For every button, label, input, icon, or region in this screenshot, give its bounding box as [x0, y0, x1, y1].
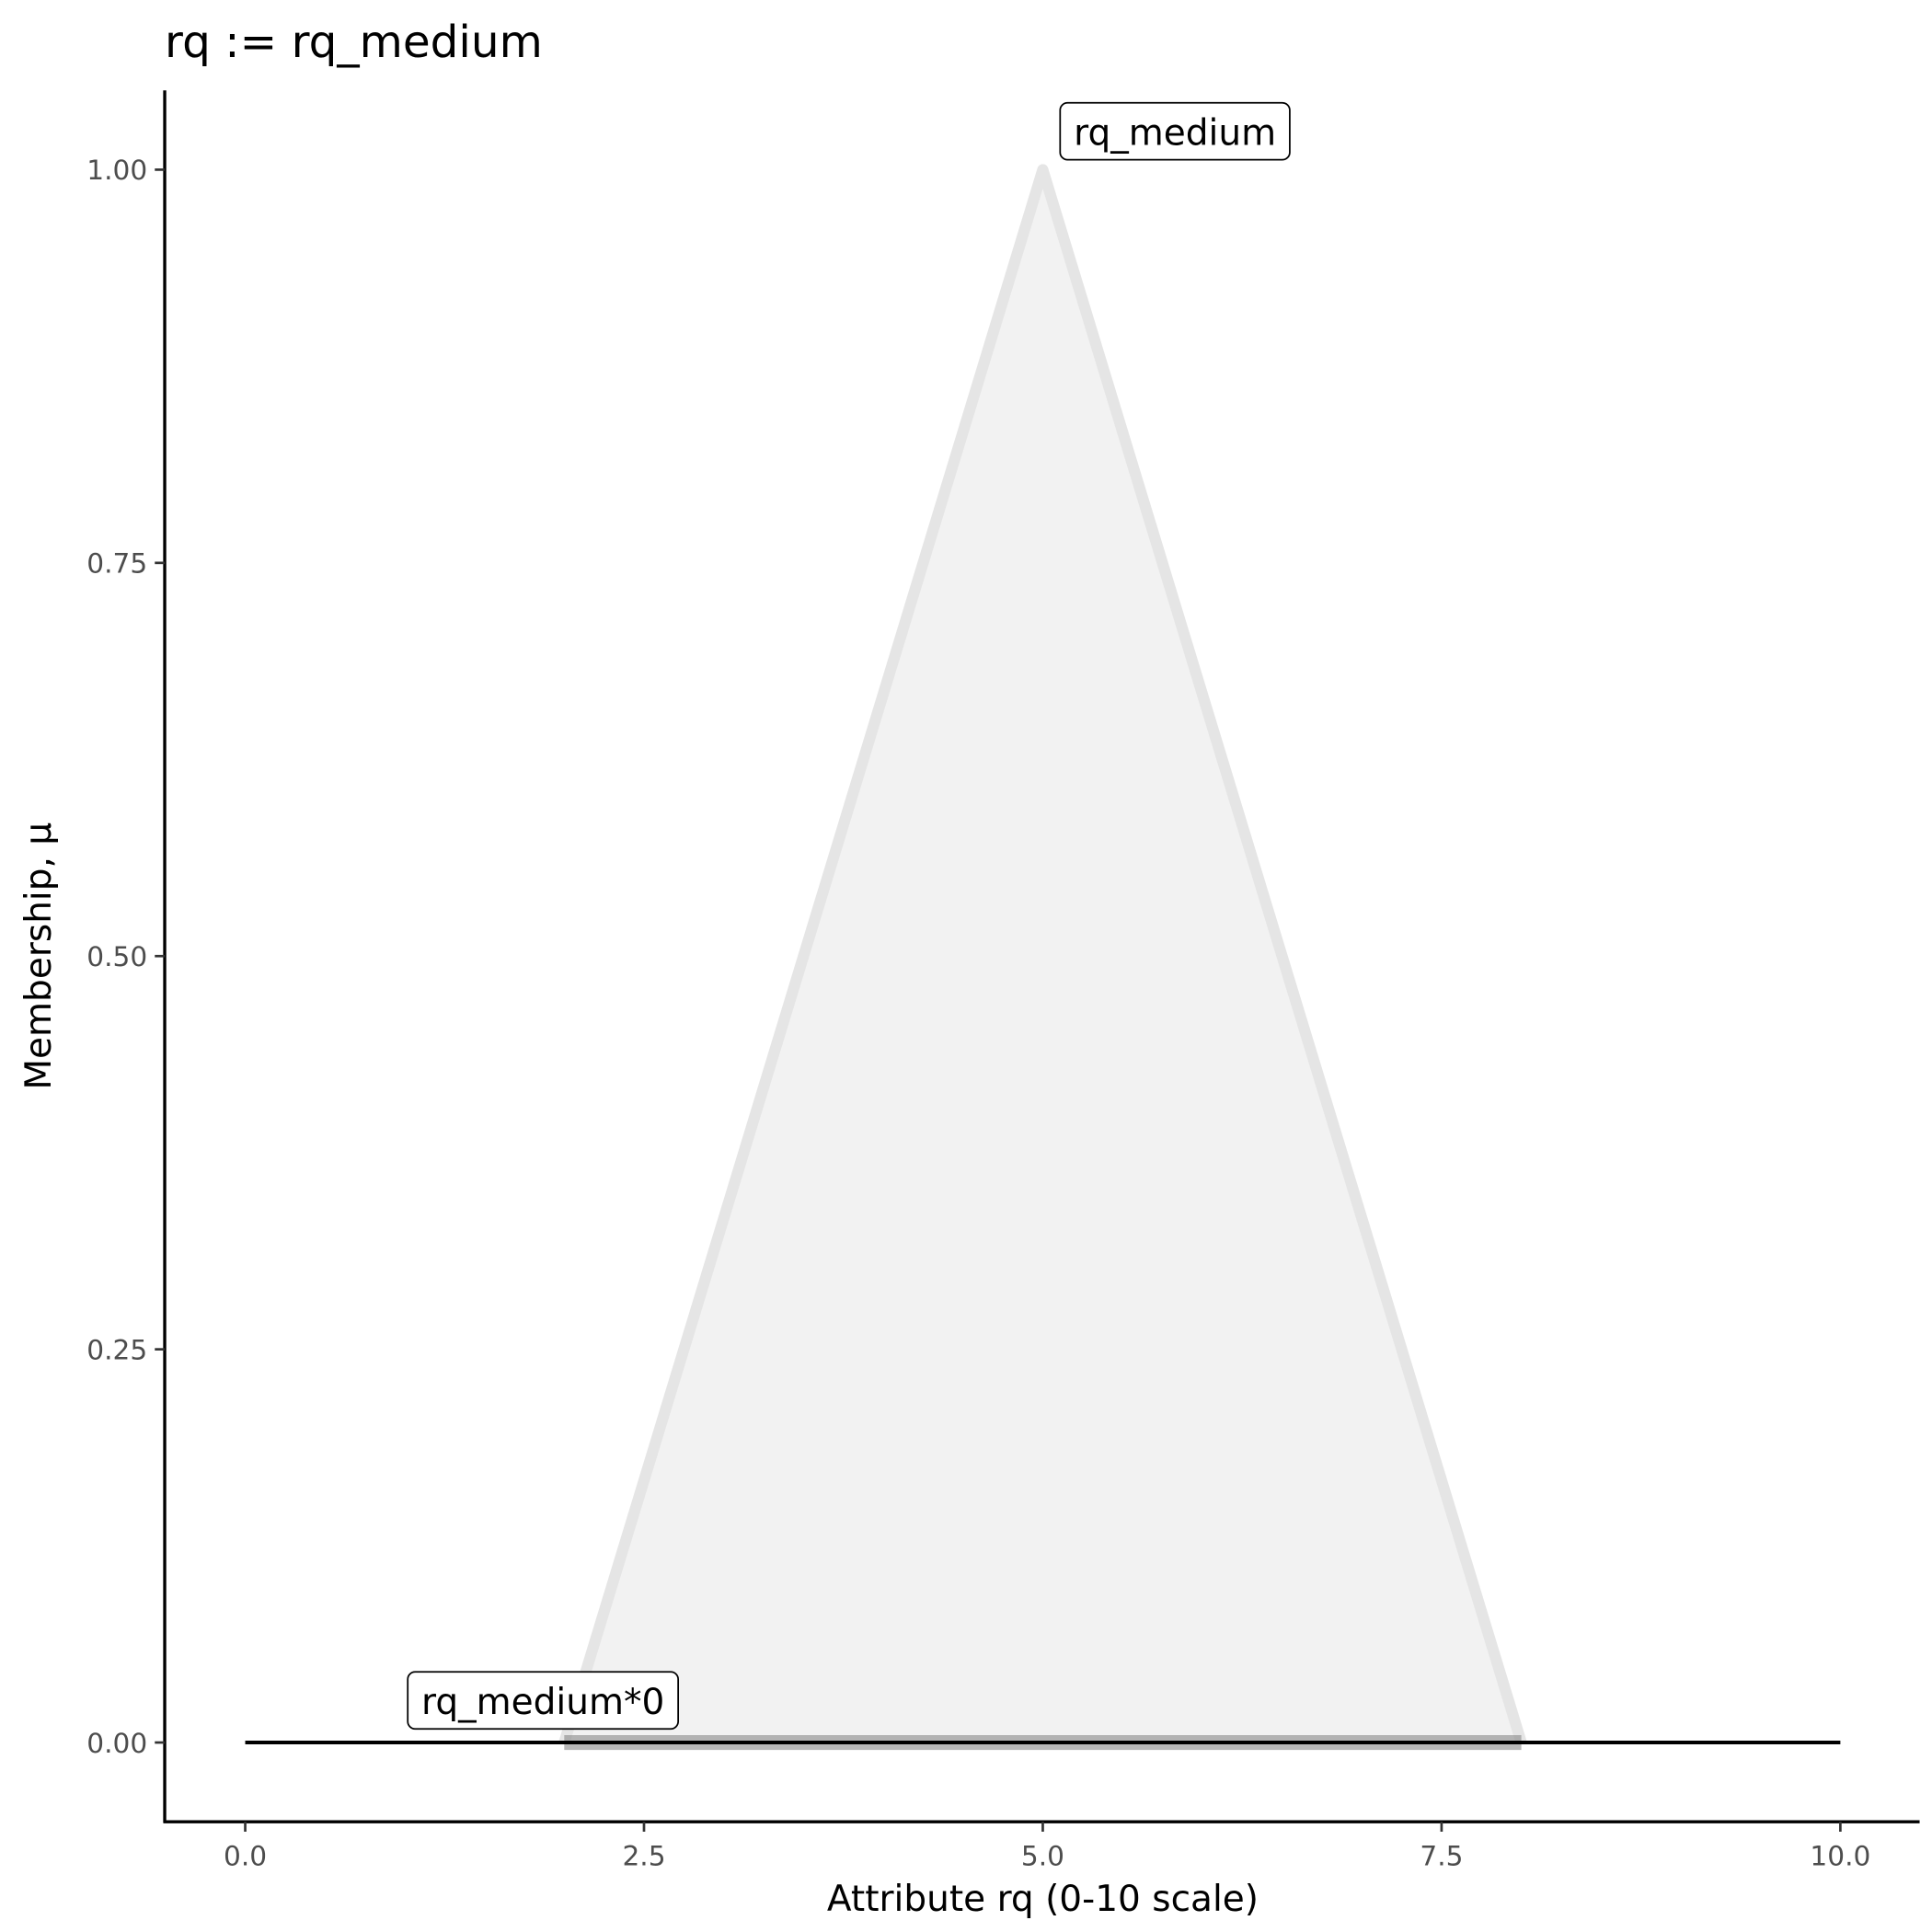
y-tick-label: 1.00 [86, 155, 147, 186]
series-label-rq_medium: rq_medium [1059, 101, 1291, 161]
y-axis-title: Membership, μ [18, 822, 60, 1090]
series-label-rq_medium*0: rq_medium*0 [407, 1671, 680, 1731]
x-tick-label: 0.0 [224, 1840, 267, 1871]
label-box [1059, 101, 1291, 161]
series-line-rq_medium [558, 164, 1527, 1744]
y-tick-label: 0.25 [86, 1334, 147, 1365]
chart-title: rq := rq_medium [165, 17, 543, 68]
y-tick-label: 0.00 [86, 1728, 147, 1759]
y-tick-label: 0.75 [86, 548, 147, 580]
x-tick-label: 7.5 [1420, 1840, 1463, 1871]
y-tick-label: 0.50 [86, 941, 147, 972]
x-tick-label: 10.0 [1810, 1840, 1870, 1871]
x-tick-label: 5.0 [1021, 1840, 1064, 1871]
label-box [407, 1671, 680, 1731]
label-text: rq_medium*0 [421, 1682, 664, 1723]
label-text: rq_medium [1074, 113, 1276, 155]
x-axis-title: Attribute rq (0-10 scale) [827, 1879, 1259, 1920]
x-tick-label: 2.5 [622, 1840, 665, 1871]
series-fill-rq_medium [564, 169, 1522, 1743]
